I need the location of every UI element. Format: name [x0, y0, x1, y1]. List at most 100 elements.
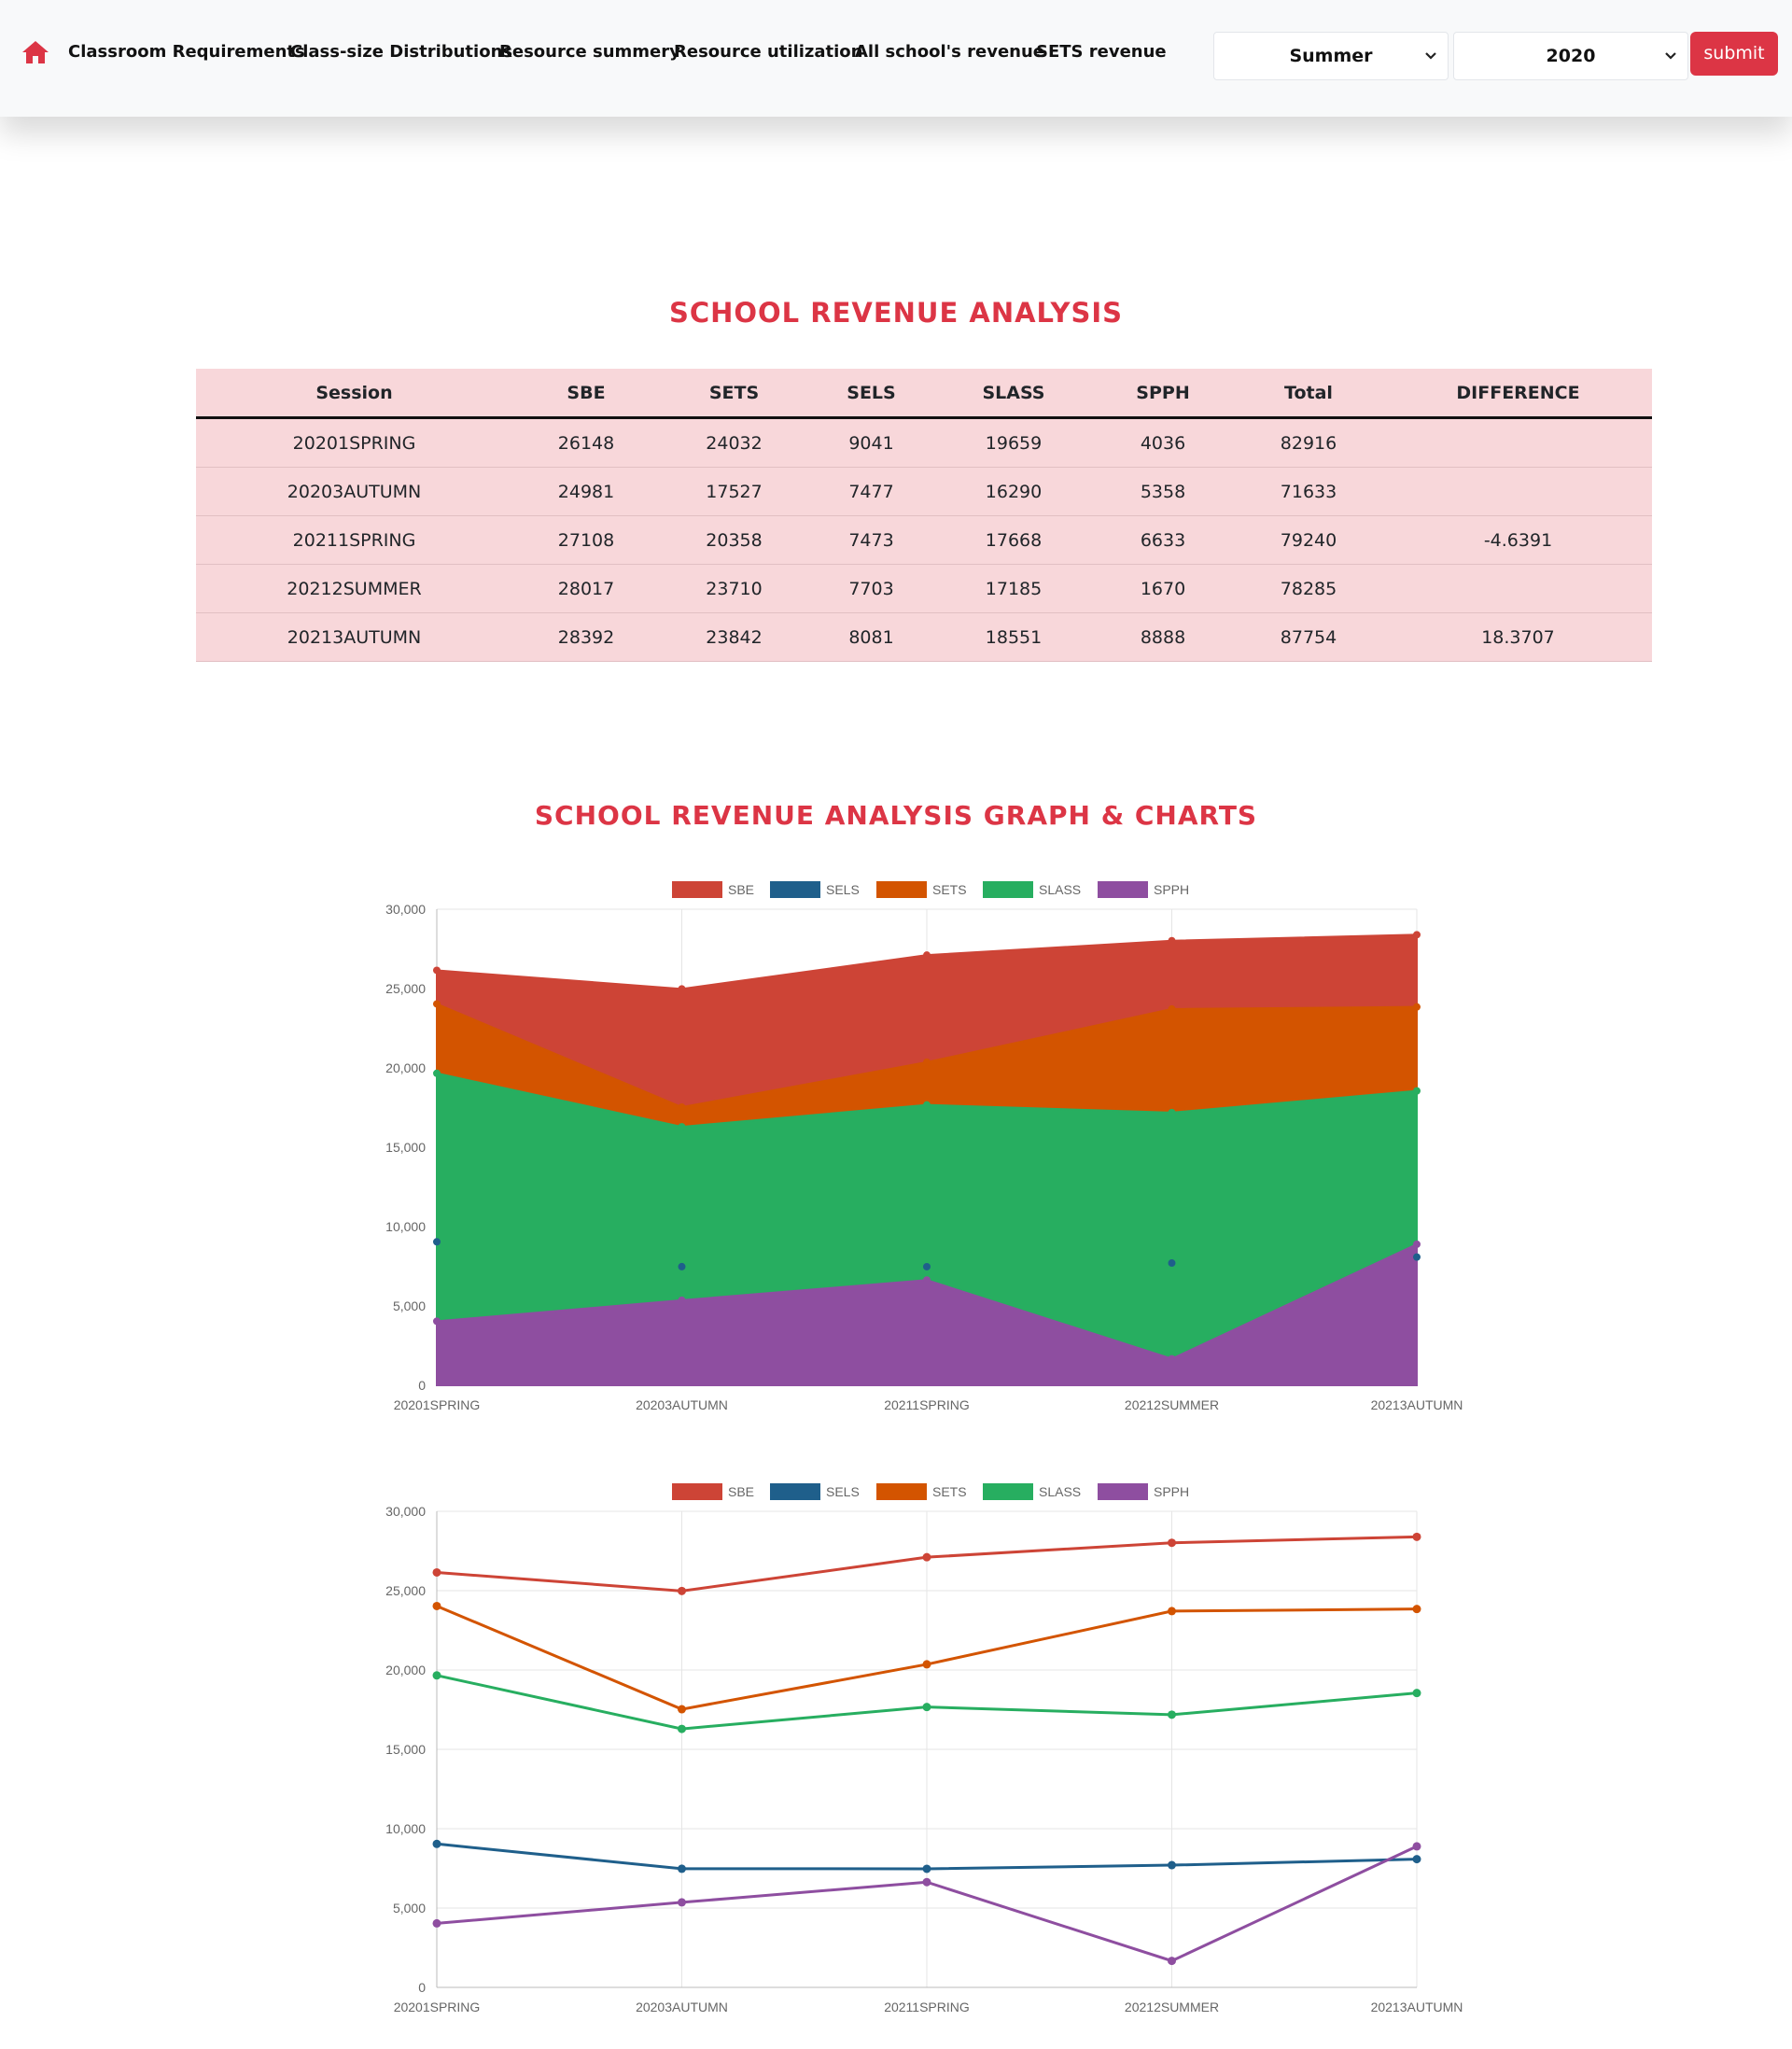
table-row: 20213AUTUMN 28392 23842 8081 18551 8888 87754 1…	[196, 612, 1652, 662]
revenue-table: Session SBE SETS SELS SLASS SPPH Total D…	[196, 369, 1652, 662]
data-point	[1168, 1607, 1176, 1616]
table-cell: 20201SPRING	[196, 417, 512, 468]
area-series-spph	[436, 1242, 1418, 1386]
legend-swatch	[876, 881, 927, 898]
table-cell	[1384, 564, 1652, 613]
column-header: SPPH	[1093, 369, 1233, 419]
table-cell: 8081	[808, 612, 934, 662]
home-icon[interactable]	[21, 37, 50, 67]
column-header: Total	[1233, 369, 1384, 419]
y-tick-label: 20,000	[385, 1663, 426, 1677]
legend-label: SLASS	[1039, 882, 1081, 897]
table-cell: 20212SUMMER	[196, 564, 512, 613]
data-point	[922, 1864, 931, 1874]
nav-sets-revenue[interactable]: SETS revenue	[1036, 42, 1167, 62]
data-point	[678, 1296, 686, 1304]
column-header: SBE	[512, 369, 660, 419]
table-row: 20203AUTUMN 24981 17527 7477 16290 5358 71633	[196, 467, 1652, 516]
season-select[interactable]: Summer	[1213, 32, 1449, 80]
legend-label: SPPH	[1154, 882, 1189, 897]
legend-swatch	[770, 881, 820, 898]
table-cell: 26148	[512, 417, 660, 468]
nav-resource-utilization[interactable]: Resource utilization	[674, 42, 863, 62]
top-navbar: Classroom Requirements Class-size Distri…	[0, 0, 1792, 117]
table-cell: 17668	[934, 515, 1093, 565]
data-point	[923, 951, 931, 960]
table-cell: 8888	[1093, 612, 1233, 662]
legend-label: SELS	[826, 1484, 860, 1499]
x-tick-label: 20213AUTUMN	[1371, 1397, 1463, 1412]
data-point	[1168, 936, 1176, 945]
line-chart: 0 5,000 10,000 15,000 20,000 25,000 30,000 2020…	[385, 1483, 1463, 2014]
column-header: SLASS	[934, 369, 1093, 419]
data-point	[1412, 1855, 1421, 1864]
table-row: 20201SPRING 26148 24032 9041 19659 4036 82916	[196, 417, 1652, 468]
data-point	[678, 985, 686, 993]
data-point	[678, 1724, 686, 1733]
column-header: SELS	[808, 369, 934, 419]
area-chart: 0 5,000 10,000 15,000 20,000 25,000 30,000 2020…	[385, 881, 1463, 1412]
nav-all-schools-revenue[interactable]: All school's revenue	[855, 42, 1044, 62]
table-cell: 7703	[808, 564, 934, 613]
submit-button[interactable]: submit	[1690, 32, 1778, 76]
legend-label: SBE	[728, 882, 754, 897]
data-point	[922, 1703, 931, 1712]
table-cell: 18.3707	[1384, 612, 1652, 662]
legend-label: SETS	[932, 882, 967, 897]
data-point	[1412, 1689, 1421, 1698]
data-point	[1168, 1860, 1176, 1870]
year-select[interactable]: 2020	[1453, 32, 1688, 80]
legend-swatch	[876, 1483, 927, 1500]
table-cell: 20211SPRING	[196, 515, 512, 565]
data-point	[1168, 1354, 1176, 1363]
chevron-down-icon	[1665, 52, 1676, 60]
table-cell: 5358	[1093, 467, 1233, 516]
data-point	[432, 1839, 441, 1848]
y-tick-label: 5,000	[393, 1298, 426, 1313]
data-point	[1168, 1259, 1176, 1268]
data-point	[1168, 1710, 1176, 1719]
x-tick-label: 20211SPRING	[884, 2000, 970, 2014]
legend-swatch	[672, 1483, 722, 1500]
x-tick-label: 20212SUMMER	[1125, 2000, 1219, 2014]
y-tick-label: 30,000	[385, 1504, 426, 1519]
table-cell	[1384, 417, 1652, 468]
data-point	[923, 1262, 931, 1270]
y-tick-label: 10,000	[385, 1821, 426, 1836]
nav-classroom-requirements[interactable]: Classroom Requirements	[68, 42, 305, 62]
data-point	[678, 1103, 686, 1112]
table-cell	[1384, 467, 1652, 516]
legend-swatch	[1098, 881, 1148, 898]
table-header-row: Session SBE SETS SELS SLASS SPPH Total D…	[196, 369, 1652, 419]
table-cell: 17527	[660, 467, 808, 516]
x-tick-label: 20201SPRING	[394, 1397, 481, 1412]
nav-class-size-distributions[interactable]: Class-size Distributions	[290, 42, 513, 62]
legend-label: SELS	[826, 882, 860, 897]
data-point	[432, 1567, 441, 1577]
table-cell: 7477	[808, 467, 934, 516]
column-header: SETS	[660, 369, 808, 419]
legend-swatch	[1098, 1483, 1148, 1500]
y-tick-label: 15,000	[385, 1140, 426, 1155]
data-point	[922, 1552, 931, 1562]
x-tick-label: 20212SUMMER	[1125, 1397, 1219, 1412]
data-point	[1413, 1240, 1421, 1248]
y-tick-label: 30,000	[385, 902, 426, 917]
x-tick-label: 20213AUTUMN	[1371, 2000, 1463, 2014]
table-cell: 20203AUTUMN	[196, 467, 512, 516]
data-point	[678, 1898, 686, 1907]
nav-resource-summery[interactable]: Resource summery	[499, 42, 680, 62]
column-header: DIFFERENCE	[1384, 369, 1652, 419]
data-point	[1168, 1538, 1176, 1548]
data-point	[432, 1918, 441, 1928]
x-tick-label: 20203AUTUMN	[636, 1397, 728, 1412]
data-point	[1413, 931, 1421, 939]
data-point	[1413, 1003, 1421, 1011]
y-tick-label: 10,000	[385, 1219, 426, 1234]
data-point	[432, 1601, 441, 1610]
column-header: Session	[196, 369, 512, 419]
table-cell: 18551	[934, 612, 1093, 662]
table-title: SCHOOL REVENUE ANALYSIS	[668, 297, 1124, 329]
data-point	[678, 1864, 686, 1874]
table-cell: 7473	[808, 515, 934, 565]
